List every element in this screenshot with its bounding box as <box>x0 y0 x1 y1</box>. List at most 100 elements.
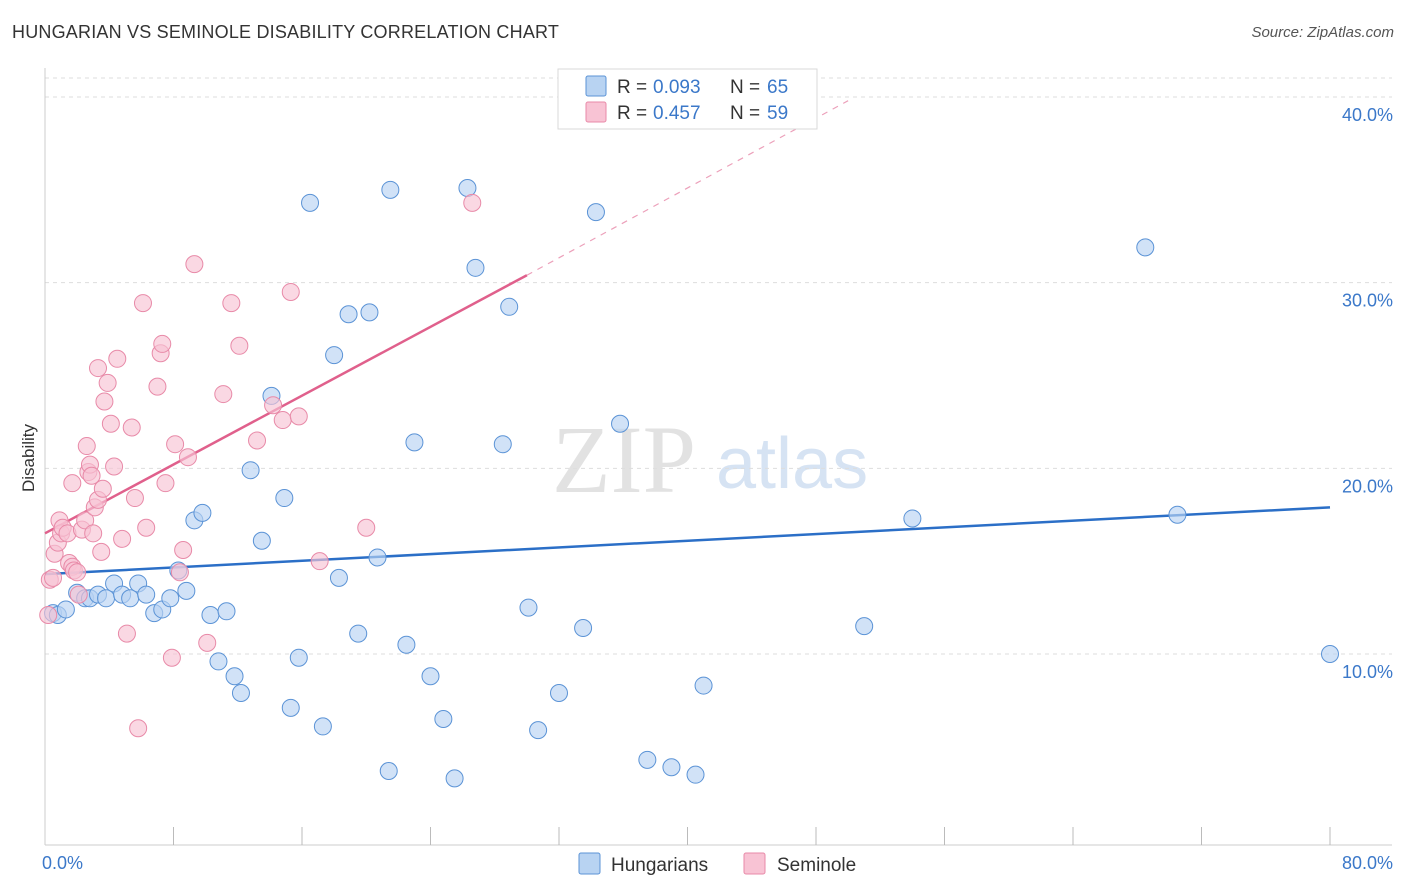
hungarians-point <box>368 548 387 567</box>
hungarians-point <box>339 305 358 324</box>
hungarians-point <box>550 683 568 702</box>
hungarians-point <box>217 602 236 621</box>
seminole-point <box>264 396 283 415</box>
hungarians-point <box>313 717 332 736</box>
hungarians-point <box>275 489 294 508</box>
watermark-atlas: atlas <box>716 424 868 504</box>
hungarians-point <box>586 203 605 222</box>
seminole-point <box>129 719 148 738</box>
seminole-point <box>289 407 308 426</box>
seminole-point <box>185 255 204 274</box>
hungarians-point <box>1136 238 1155 257</box>
hungarians-point <box>1168 505 1187 524</box>
seminole-point <box>174 541 193 560</box>
seminole-point <box>281 282 300 301</box>
seminole-point <box>113 529 132 548</box>
hungarians-point <box>97 589 116 608</box>
x-tick-label: 0.0% <box>42 853 83 873</box>
seminole-point <box>77 437 96 456</box>
seminole-point <box>178 448 197 467</box>
legend-box: R = 0.093 N = 65 R = 0.457 N = 59 <box>557 68 818 130</box>
hungarians-point <box>381 180 400 199</box>
seminole-point <box>170 563 189 582</box>
hungarians-point <box>360 303 379 322</box>
seminole-point <box>222 294 241 313</box>
seminole-point <box>463 193 482 212</box>
seminole-point <box>166 435 185 454</box>
seminole-point <box>357 518 376 537</box>
seminole-point <box>162 648 181 667</box>
seminole-point <box>76 511 95 530</box>
hungarians-point <box>1321 645 1339 663</box>
legend-r-label-2: R = <box>617 103 647 124</box>
hungarians-point <box>121 589 140 608</box>
seminole-point <box>273 411 292 430</box>
hungarians-point <box>638 750 657 769</box>
seminole-point <box>95 392 114 411</box>
y-tick-label: 10.0% <box>1342 662 1393 682</box>
source-label: Source: ZipAtlas.com <box>1251 24 1394 41</box>
legend-r-label-1: R = <box>617 77 647 98</box>
seminole-point <box>148 377 167 396</box>
chart-title: HUNGARIAN VS SEMINOLE DISABILITY CORRELA… <box>12 22 560 42</box>
hungarians-point <box>281 698 300 717</box>
hungarians-point <box>686 765 705 784</box>
y-tick-label: 20.0% <box>1342 476 1393 496</box>
hungarians-point <box>56 600 75 619</box>
hungarians-point <box>225 667 244 686</box>
axes: 10.0% 20.0% 30.0% 40.0% 0.0% 80.0% <box>42 68 1393 873</box>
bottom-legend: Hungarians Seminole <box>578 852 856 876</box>
hungarians-point <box>161 589 180 608</box>
trend-lines <box>44 100 1331 576</box>
seminole-point <box>153 334 172 353</box>
seminole-trend-line-extension <box>526 100 849 276</box>
seminole-point <box>68 563 87 582</box>
seminole-point <box>69 585 88 604</box>
legend-r-value-1: 0.093 <box>653 77 701 98</box>
seminole-point <box>117 624 136 643</box>
hungarians-point <box>209 652 228 671</box>
hungarians-point <box>519 598 538 617</box>
seminole-point <box>133 294 152 313</box>
y-tick-label: 40.0% <box>1342 105 1393 125</box>
seminole-point <box>310 552 329 571</box>
seminole-point <box>92 542 111 561</box>
bottom-legend-seminole: Seminole <box>777 855 856 876</box>
bottom-legend-swatch-hungarians <box>578 852 601 875</box>
hungarians-point <box>137 585 156 604</box>
hungarians-point <box>529 721 548 740</box>
seminole-point <box>82 466 101 485</box>
legend-swatch-seminole <box>585 101 607 123</box>
legend-n-label-2: N = <box>730 103 760 124</box>
hungarians-point <box>405 433 424 452</box>
hungarians-point <box>500 297 519 316</box>
seminole-point <box>84 524 103 543</box>
hungarians-point <box>252 531 271 550</box>
legend-swatch-hungarians <box>585 75 607 97</box>
hungarians-point <box>397 635 416 654</box>
seminole-point <box>248 431 267 450</box>
hungarians-point <box>231 683 250 702</box>
seminole-point <box>39 606 58 625</box>
hungarians-point <box>493 435 512 454</box>
hungarians-point <box>325 346 344 365</box>
hungarians-point <box>301 193 320 212</box>
data-points <box>39 178 1339 788</box>
bottom-legend-hungarians: Hungarians <box>611 855 708 876</box>
seminole-point <box>98 373 117 392</box>
legend-n-label-1: N = <box>730 77 760 98</box>
hungarians-point <box>611 414 630 433</box>
hungarians-point <box>421 667 440 686</box>
legend-n-value-2: 59 <box>767 103 788 124</box>
seminole-point <box>105 457 124 476</box>
seminole-point <box>156 474 175 493</box>
hungarians-point <box>445 769 464 788</box>
seminole-point <box>122 418 141 437</box>
hungarians-point <box>329 568 348 587</box>
hungarians-point <box>434 709 453 728</box>
hungarians-point <box>662 758 681 777</box>
bottom-legend-swatch-seminole <box>743 852 766 875</box>
x-tick-label: 80.0% <box>1342 853 1393 873</box>
hungarians-point <box>177 581 196 600</box>
